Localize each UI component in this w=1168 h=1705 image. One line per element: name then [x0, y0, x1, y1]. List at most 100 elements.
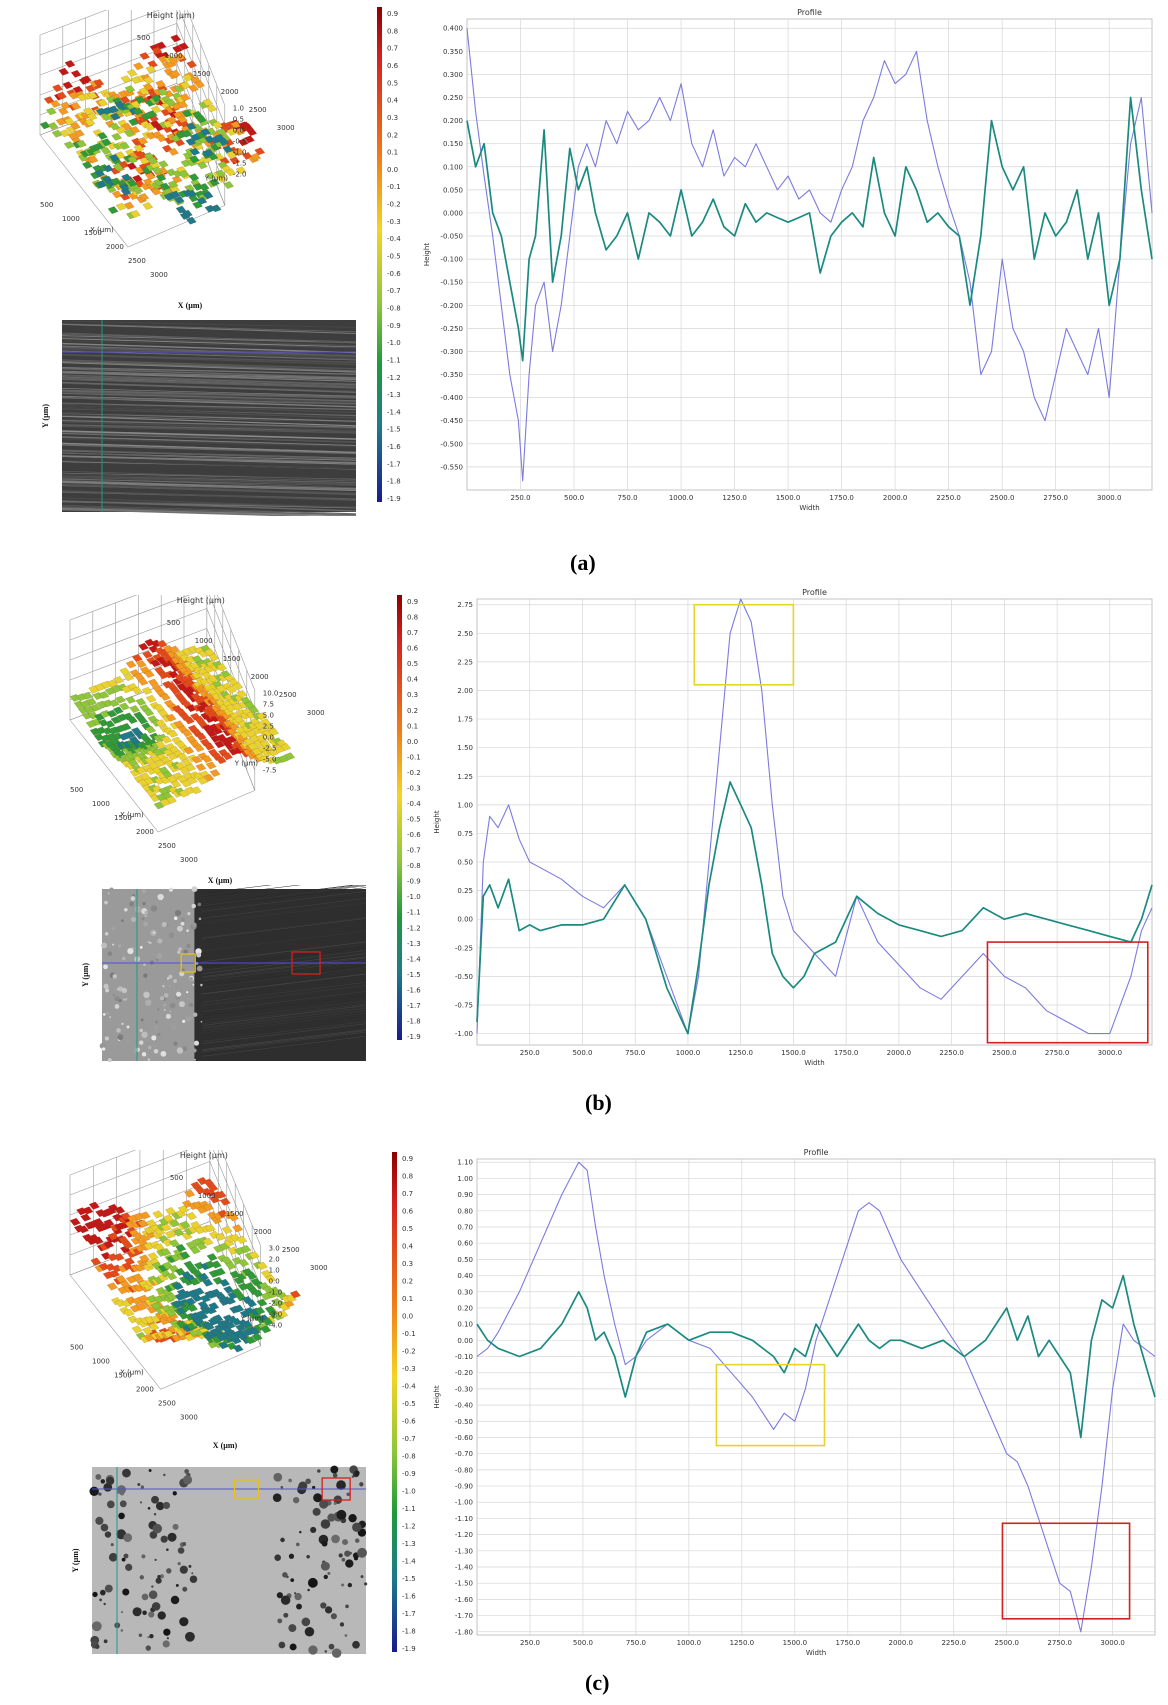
- x-tick-label: 1750.0: [834, 1049, 859, 1057]
- surface-3d-plot-a: Height (µm) 500 1000 1500 2000 2500 3000 1.0 0.5…: [39, 10, 295, 310]
- y-tick-label: 1.10: [457, 1159, 473, 1167]
- x-tick-label: 3000.0: [1097, 494, 1122, 502]
- profile-chart-b: 250.0 500.0 750.0 1000.0 1250.0 1500.0 1750.0 2…: [433, 588, 1153, 1067]
- profile-chart-a: 250.0 500.0 750.0 1000.0 1250.0 1500.0 1750.0 2…: [423, 8, 1153, 512]
- surface-tick-label: 0.0: [269, 1278, 280, 1286]
- x-tick-label: 500.0: [572, 1049, 592, 1057]
- y-tick-label: -1.10: [455, 1515, 473, 1523]
- surface-tick-label: 500: [40, 201, 53, 209]
- panel-c: Height (µm) 500 1000 1500 2000 2500 3000 3.0 2.0…: [0, 1145, 1168, 1705]
- y-tick-label: -0.300: [440, 348, 463, 356]
- x-tick-label: 2250.0: [936, 494, 961, 502]
- y-tick-label: -1.50: [455, 1580, 473, 1588]
- y-tick-label: -0.50: [455, 1418, 473, 1426]
- x-tick-label: 2000.0: [887, 1049, 912, 1057]
- surface-tick-label: 1500: [223, 655, 241, 663]
- colorbar-tick-label: 0.9: [407, 598, 418, 606]
- colorbar-tick-label: -0.2: [407, 769, 421, 777]
- colorbar-tick-label: -1.6: [402, 1593, 416, 1601]
- surface-tick-label: 1000: [198, 1192, 216, 1200]
- surface-tick-label: -2.0: [269, 1300, 283, 1308]
- colorbar-tick-label: -0.2: [402, 1348, 416, 1356]
- y-axis-label: Height: [433, 1385, 441, 1408]
- x-tick-label: 2250.0: [941, 1639, 966, 1647]
- y-tick-label: 0.75: [457, 830, 473, 838]
- y-tick-label: -0.550: [440, 463, 463, 471]
- x-axis-label: Width: [804, 1059, 824, 1067]
- y-tick-label: 0.250: [443, 94, 463, 102]
- profile-chart-c: 250.0 500.0 750.0 1000.0 1250.0 1500.0 1750.0 2…: [433, 1148, 1156, 1657]
- colorbar-tick-label: -0.4: [387, 235, 401, 243]
- y-tick-label: 1.00: [457, 1175, 473, 1183]
- colorbar-tick-label: 0.6: [402, 1208, 414, 1216]
- surface-tick-label: 5.0: [263, 711, 274, 719]
- x-tick-label: 2000.0: [889, 1639, 914, 1647]
- profile-line-series-blue: [476, 598, 1153, 1035]
- surface-tick-label: 2.5: [263, 722, 274, 730]
- colorbar-tick-label: -0.9: [402, 1470, 416, 1478]
- colorbar-tick-label: -1.9: [387, 495, 401, 503]
- colorbar-tick-label: -0.6: [407, 831, 421, 839]
- y-tick-label: 0.10: [457, 1321, 473, 1329]
- surface-tick-label: -2.5: [263, 744, 277, 752]
- colorbar-tick-label: -1.0: [407, 893, 421, 901]
- surface-tick-label: 3000: [277, 124, 295, 132]
- x-tick-label: 2500.0: [994, 1639, 1019, 1647]
- y-tick-label: 0.50: [457, 1256, 473, 1264]
- z-axis-label: Height (µm): [180, 1151, 228, 1160]
- red-highlight-box: [986, 941, 1149, 1044]
- colorbar-tick-label: 0.1: [402, 1295, 413, 1303]
- colorbar-tick-label: -1.7: [402, 1610, 416, 1618]
- y-tick-label: 2.00: [457, 687, 473, 695]
- colorbar-tick-label: -1.3: [387, 391, 401, 399]
- colorbar-gradient: [392, 1152, 397, 1652]
- yellow-highlight-box: [715, 1363, 826, 1447]
- red-roi-box: [291, 951, 321, 975]
- colorbar-tick-label: 0.4: [387, 97, 399, 105]
- surface-tick-label: -7.5: [263, 766, 277, 774]
- y-tick-label: -1.70: [455, 1612, 473, 1620]
- y-tick-label: 0.30: [457, 1288, 473, 1296]
- x-tick-label: 3000.0: [1098, 1049, 1123, 1057]
- y-tick-label: -0.450: [440, 417, 463, 425]
- image-y-axis-label: Y (µm): [41, 404, 50, 428]
- surface-tick-label: 1500: [226, 1210, 244, 1218]
- colorbar-tick-label: 0.1: [387, 149, 398, 157]
- x-tick-label: 1750.0: [836, 1639, 861, 1647]
- surface-tick-label: 1000: [62, 215, 80, 223]
- surface-tick-label: 2500: [279, 691, 297, 699]
- surface-tick-label: 1000: [165, 52, 183, 60]
- profile-line-series-teal: [466, 96, 1153, 362]
- colorbar-tick-label: 0.0: [402, 1313, 413, 1321]
- x-tick-label: 250.0: [520, 1639, 540, 1647]
- colorbar-tick-label: -1.1: [402, 1505, 416, 1513]
- colorbar-tick-label: 0.7: [402, 1190, 413, 1198]
- y-axis-inline-label: Y (µm): [234, 759, 259, 767]
- surface-tick-label: 500: [70, 786, 83, 794]
- red-highlight-box: [1001, 1522, 1131, 1620]
- surface-tick-label: 2000: [251, 673, 269, 681]
- surface-3d-plot-c: Height (µm) 500 1000 1500 2000 2500 3000 3.0 2.0…: [69, 1150, 328, 1450]
- y-tick-label: 0.00: [457, 916, 473, 924]
- surface-tick-label: 3.0: [269, 1245, 280, 1253]
- colorbar-tick-label: -1.4: [407, 955, 421, 963]
- x-axis-label: X (µm): [208, 876, 233, 885]
- y-tick-label: 0.300: [443, 71, 463, 79]
- x-tick-label: 1500.0: [776, 494, 801, 502]
- colorbar-tick-label: -0.3: [407, 784, 421, 792]
- y-tick-label: -0.350: [440, 371, 463, 379]
- colorbar-tick-label: -1.5: [407, 971, 421, 979]
- colorbar-tick-label: -0.6: [402, 1418, 416, 1426]
- colorbar-tick-label: 0.6: [387, 62, 399, 70]
- colorbar-tick-label: -0.6: [387, 270, 401, 278]
- surface-tick-label: 1000: [92, 1357, 110, 1365]
- y-tick-label: -1.80: [455, 1628, 473, 1636]
- colorbar-tick-label: 0.5: [402, 1225, 413, 1233]
- y-tick-label: 0.200: [443, 117, 463, 125]
- colorbar-tick-label: -0.1: [387, 183, 401, 191]
- colorbar-tick-label: -0.7: [387, 287, 401, 295]
- y-tick-label: -0.70: [455, 1450, 473, 1458]
- y-tick-label: 0.050: [443, 186, 463, 194]
- colorbar-tick-label: 0.9: [402, 1155, 413, 1163]
- surface-tick-label: 2000: [254, 1228, 272, 1236]
